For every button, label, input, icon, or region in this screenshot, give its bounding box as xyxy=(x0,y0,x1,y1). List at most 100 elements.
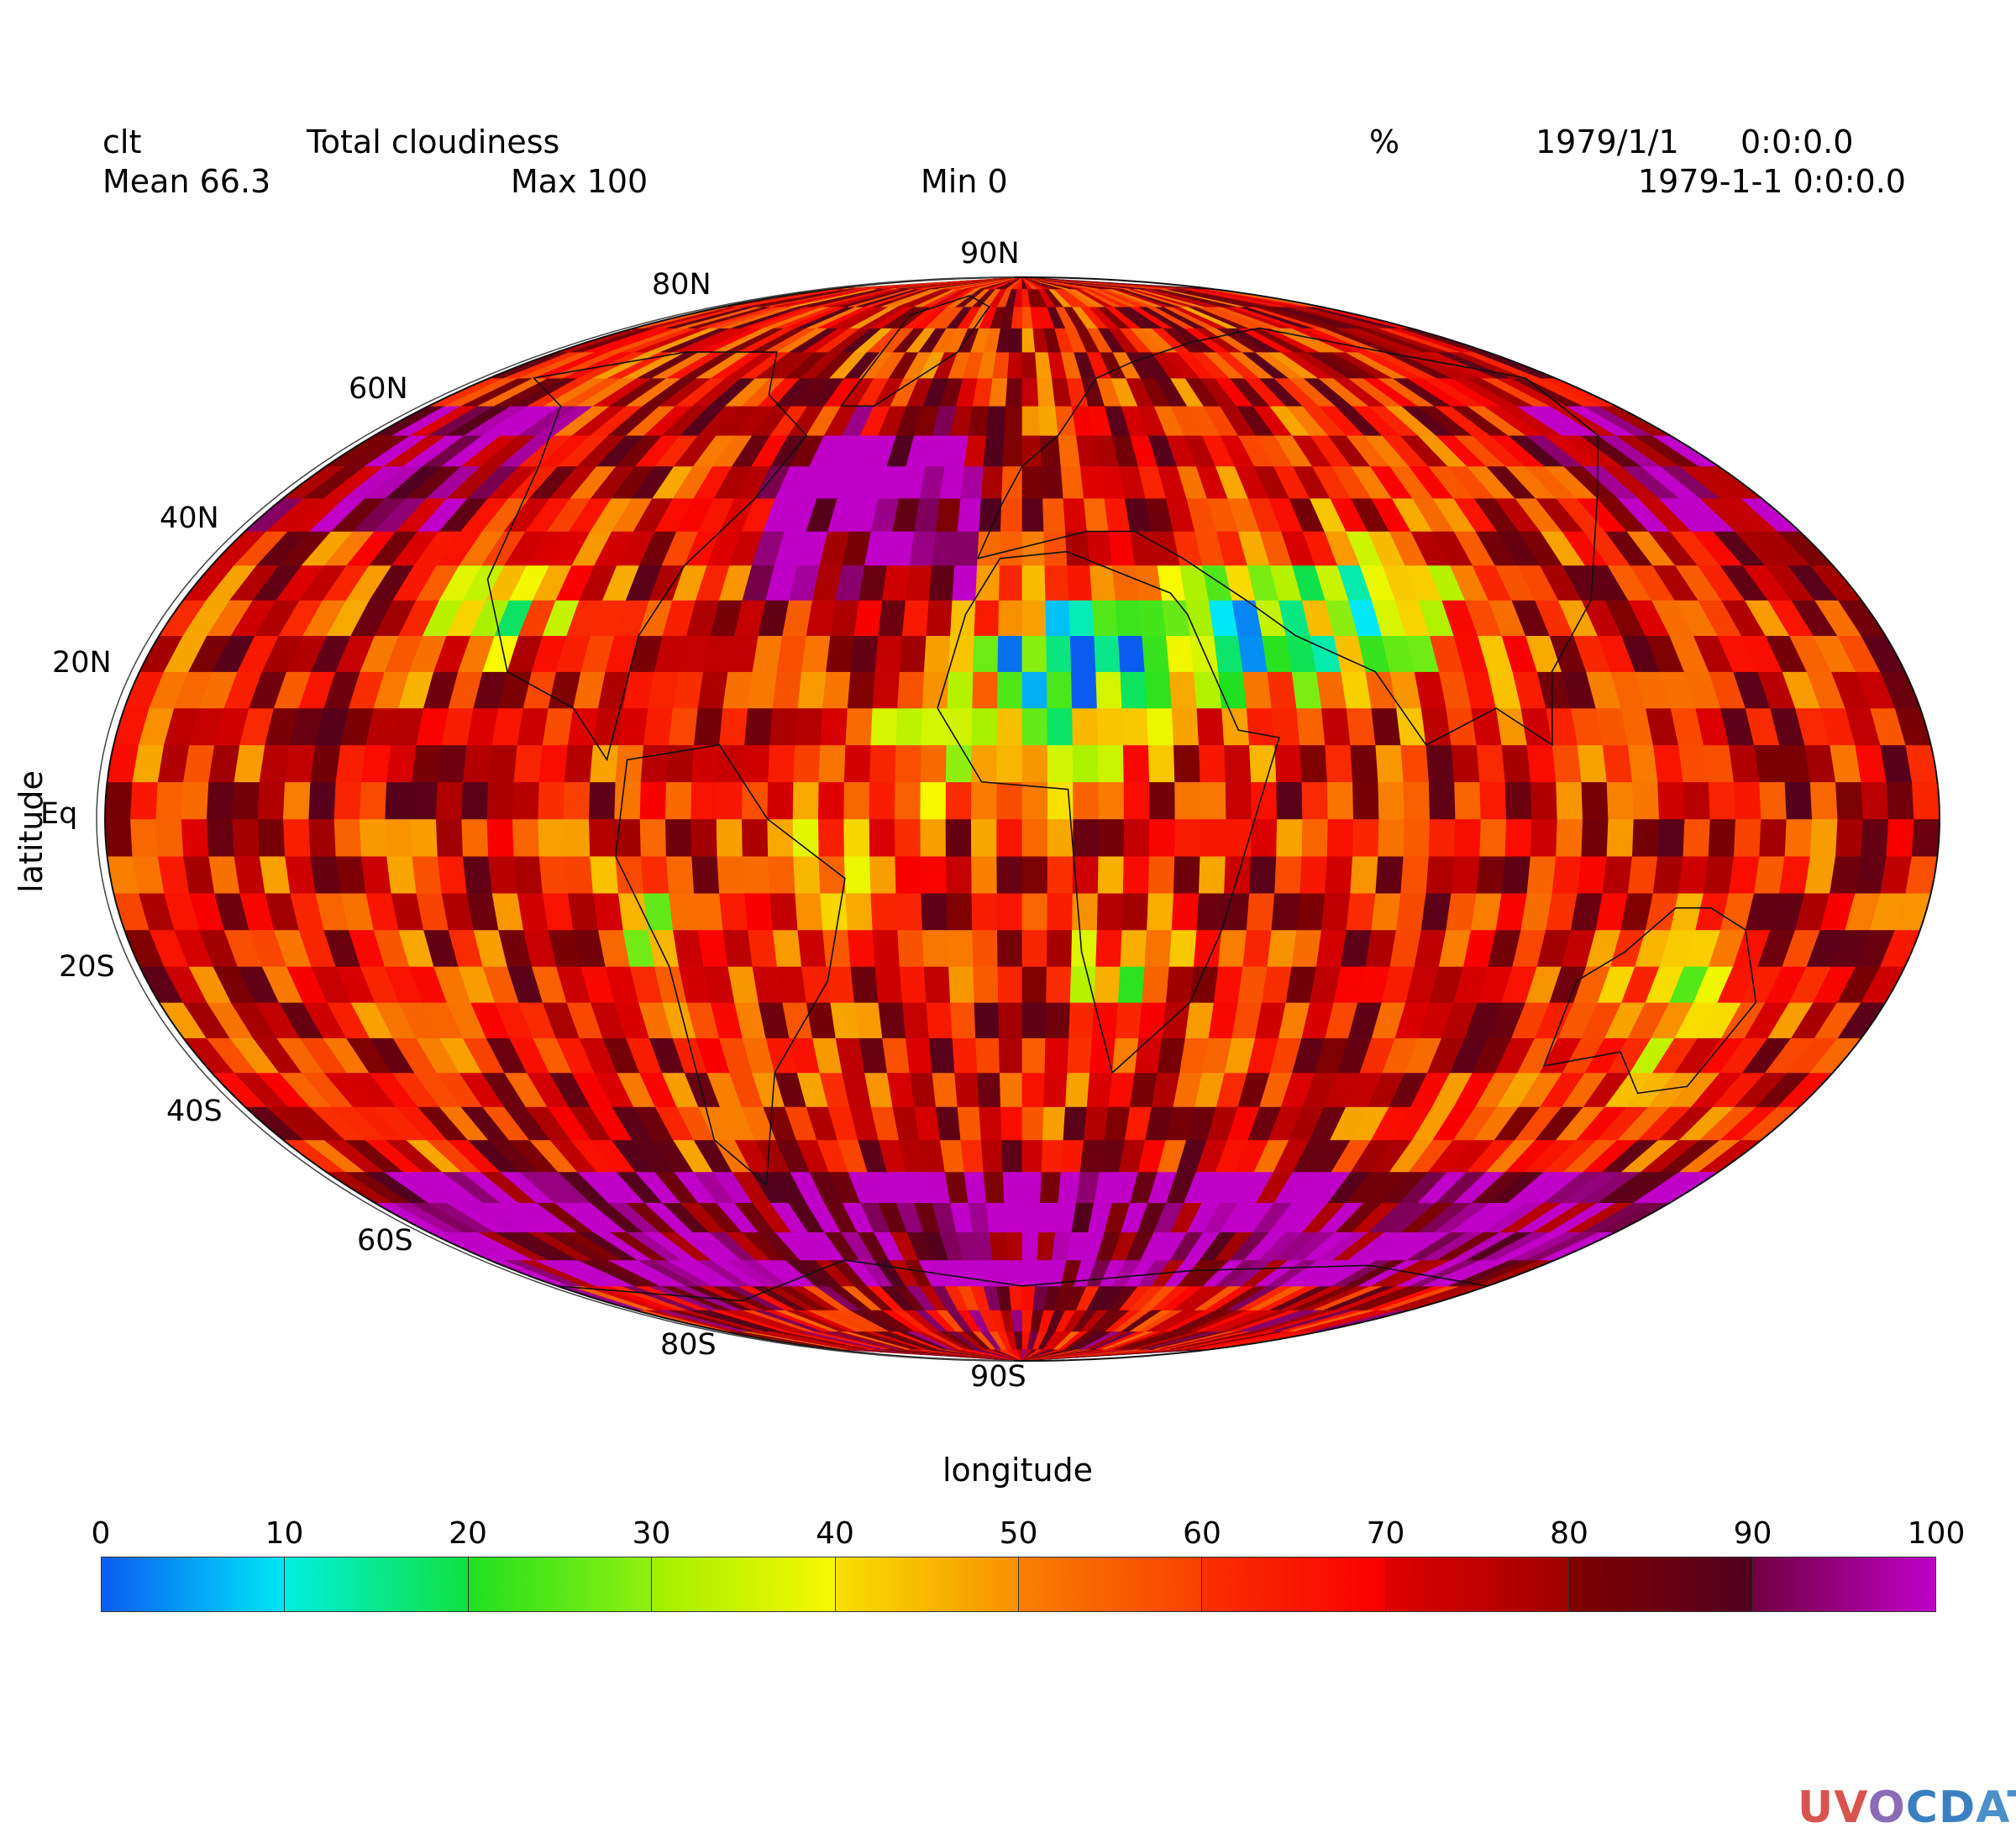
heatmap-cell xyxy=(722,671,753,709)
heatmap-cell xyxy=(1021,707,1048,746)
heatmap-cell xyxy=(1198,744,1226,783)
heatmap-cell xyxy=(869,781,896,820)
heatmap-cell xyxy=(1021,1171,1042,1203)
heatmap-cell xyxy=(1046,635,1072,672)
heatmap-cell xyxy=(360,855,392,894)
heatmap-cell xyxy=(923,966,951,1003)
heatmap-cell xyxy=(1060,465,1084,499)
heatmap-cell xyxy=(1378,781,1405,820)
heatmap-cell xyxy=(1267,929,1297,967)
heatmap-cell xyxy=(830,600,860,637)
heatmap-cell xyxy=(971,707,998,746)
heatmap-cell xyxy=(1117,635,1146,672)
heatmap-cell xyxy=(716,781,743,820)
heatmap-cell xyxy=(1117,966,1146,1003)
heatmap-cell xyxy=(1040,434,1062,467)
heatmap-cell xyxy=(155,781,184,820)
heatmap-cell xyxy=(1072,744,1100,783)
heatmap-cell xyxy=(590,855,619,894)
date-label: 1979/1/1 xyxy=(1536,123,1679,160)
heatmap-cell xyxy=(975,565,1000,601)
heatmap-cell xyxy=(921,892,948,931)
heatmap-cell xyxy=(1111,565,1140,601)
heatmap-cell xyxy=(665,855,695,894)
heatmap-cell xyxy=(563,781,591,820)
heatmap-cell xyxy=(882,1037,911,1074)
heatmap-cell xyxy=(954,1072,979,1107)
heatmap-cell xyxy=(1428,818,1457,857)
heatmap-cell xyxy=(1115,600,1143,637)
heatmap-cell xyxy=(590,744,619,783)
heatmap-cell xyxy=(512,818,540,857)
heatmap-cell xyxy=(105,781,134,820)
heatmap-cell xyxy=(905,1037,933,1074)
heatmap-cell xyxy=(1021,1002,1047,1038)
heatmap-cell xyxy=(1004,1202,1023,1232)
heatmap-cell xyxy=(744,707,774,746)
heatmap-cell xyxy=(843,744,872,783)
heatmap-cell xyxy=(1276,818,1304,857)
heatmap-cell xyxy=(1121,892,1149,931)
heatmap-cell xyxy=(972,671,999,709)
heatmap-cell xyxy=(1063,1106,1088,1141)
heatmap-cell xyxy=(359,818,387,857)
heatmap-cell xyxy=(1479,781,1507,820)
heatmap-cell xyxy=(386,744,417,783)
heatmap-cell xyxy=(1071,671,1098,709)
heatmap-cell xyxy=(926,600,953,637)
heatmap-cell xyxy=(1425,855,1455,894)
heatmap-cell xyxy=(1067,565,1093,601)
heatmap-cell xyxy=(948,966,975,1003)
heatmap-cell xyxy=(1073,781,1100,820)
max-label: Max 100 xyxy=(511,163,648,200)
heatmap-cell xyxy=(385,818,413,857)
heatmap-cell xyxy=(945,781,972,820)
heatmap-cell xyxy=(1325,855,1353,894)
heatmap-cell xyxy=(1267,671,1297,709)
heatmap-cell xyxy=(1577,744,1608,783)
heatmap-cell xyxy=(1069,635,1096,672)
coastline xyxy=(1542,907,1757,1095)
heatmap-cell xyxy=(335,744,367,783)
heatmap-cell xyxy=(869,818,896,857)
heatmap-cell xyxy=(665,744,695,783)
heatmap-cell xyxy=(1005,1232,1023,1261)
heatmap-cell xyxy=(980,1139,1004,1173)
heatmap-cell xyxy=(386,855,417,894)
heatmap-cell xyxy=(895,707,923,746)
variable-name: clt xyxy=(102,123,142,160)
heatmap-cell xyxy=(1454,818,1482,857)
heatmap-cell xyxy=(850,635,879,672)
heatmap-cell xyxy=(1096,892,1124,931)
heatmap-cell xyxy=(977,531,1001,566)
heatmap-cell xyxy=(1246,707,1275,746)
coastline xyxy=(840,295,990,407)
heatmap-cell xyxy=(822,671,852,709)
units-label: % xyxy=(1369,123,1400,160)
heatmap-cell xyxy=(1375,855,1404,894)
heatmap-cell xyxy=(1021,1037,1047,1074)
colorbar-tick-label: 80 xyxy=(1550,1516,1588,1551)
heatmap-cell xyxy=(719,707,748,746)
heatmap-cell xyxy=(1086,1072,1113,1107)
heatmap-cell xyxy=(1000,1106,1023,1141)
colorbar-segment xyxy=(652,1557,836,1611)
heatmap-cell xyxy=(1276,781,1304,820)
heatmap-cell xyxy=(1042,1106,1066,1141)
heatmap-cell xyxy=(895,855,922,894)
heatmap-cell xyxy=(1428,781,1457,820)
logo-part-globe: O xyxy=(1867,1783,1906,1833)
heatmap-cell xyxy=(973,966,999,1003)
heatmap-cell xyxy=(1221,892,1250,931)
heatmap-cell xyxy=(1038,405,1059,436)
heatmap-cell xyxy=(983,1171,1005,1203)
heatmap-cell xyxy=(920,818,947,857)
heatmap-cell xyxy=(928,1037,955,1074)
heatmap-cell xyxy=(980,465,1004,499)
heatmap-cell xyxy=(1021,497,1045,532)
heatmap-cell xyxy=(767,781,794,820)
heatmap-cell xyxy=(282,781,312,820)
heatmap-cell xyxy=(1274,744,1303,783)
heatmap-cell xyxy=(869,744,897,783)
heatmap-cell xyxy=(1246,892,1275,931)
